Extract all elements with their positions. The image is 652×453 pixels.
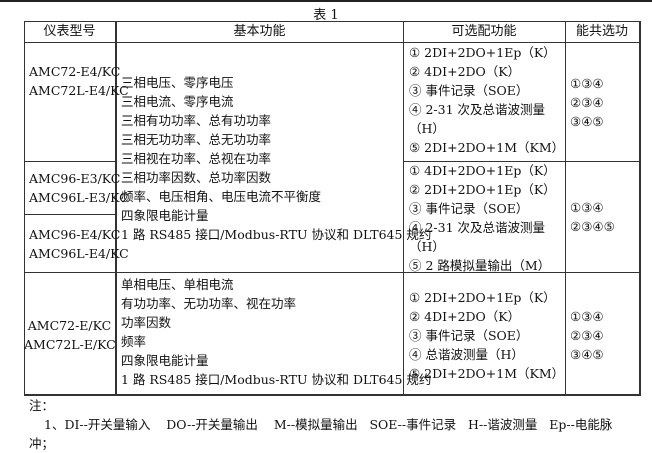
option-item: ② 4DI+2DO（K） [409,309,521,324]
top-rule [0,0,652,2]
header-combos: 能共选功 [575,24,628,39]
row-divider [24,161,115,162]
option-item: ③ 事件记录（SOE） [409,328,529,343]
option-item: ④ 2-31 次及总谐波测量 [409,102,546,117]
function-item: 三相无功功率、总无功功率 [121,132,272,147]
option-item: ④ 总谐波测量（H） [409,347,524,362]
combo-item: ③④⑤ [570,347,604,362]
option-item: ① 4DI+2DO+1Ep（K） [409,163,556,178]
table-border-top [24,21,640,22]
function-item: 有功功率、无功功率、视在功率 [121,296,297,311]
row-divider [24,214,115,215]
model-list: AMC96-E3/KC AMC96L-E3/KC [29,169,129,207]
basic-functions: 三相电压、零序电压 三相电流、零序电流 三相有功功率、总有功功率 三相无功功率、… [121,73,431,244]
model-name: AMC96-E3/KC [29,171,121,186]
model-name: AMC96L-E4/KC [29,246,129,261]
function-item: 三相电压、零序电压 [121,75,234,90]
optional-functions: ① 4DI+2DO+1Ep（K） ② 2DI+2DO+1Ep（K） ③ 事件记录… [409,161,556,275]
function-item: 1 路 RS485 接口/Modbus-RTU 协议和 DLT645 规约 [121,372,432,387]
header-optional: 可选配功能 [451,24,517,39]
combo-item: ②③④ [570,95,604,110]
col-divider [403,21,404,396]
combo-item: ②③④⑤ [570,219,615,234]
basic-functions: 单相电压、单相电流 有功功率、无功功率、视在功率 功率因数 频率 四象限电能计量… [121,275,431,389]
option-item: （H） [409,121,445,136]
function-item: 频率、电压相角、电压电流不平衡度 [121,189,322,204]
table-border-bottom [24,394,640,396]
function-item: 频率 [121,334,147,349]
optional-functions: ① 2DI+2DO+1Ep（K） ② 4DI+2DO（K） ③ 事件记录（SOE… [409,43,564,157]
function-item: 1 路 RS485 接口/Modbus-RTU 协议和 DLT645 规约 [121,227,432,242]
combo-item: ①③④ [570,309,604,324]
option-item: ⑤ 2DI+2DO+1M（KM） [409,366,565,381]
optional-functions: ① 2DI+2DO+1Ep（K） ② 4DI+2DO（K） ③ 事件记录（SOE… [409,288,564,383]
option-item: ② 2DI+2DO+1Ep（K） [409,182,556,197]
function-item: 四象限电能计量 [121,208,209,223]
combo-list: ①③④ ②③④ ③④⑤ [570,307,604,364]
notes-line: 冲； [29,436,55,451]
function-item: 单相电压、单相电流 [121,277,234,292]
header-model: 仪表型号 [43,24,96,39]
col-divider [565,21,566,396]
table-title: 表 1 [313,8,339,23]
model-list: AMC96-E4/KC AMC96L-E4/KC [29,225,129,263]
model-name: AMC72-E/KC [27,318,112,333]
function-item: 三相电流、零序电流 [121,94,234,109]
model-name: AMC72L-E/KC [24,337,116,352]
model-name: AMC96L-E3/KC [29,190,129,205]
header-divider [24,42,640,43]
combo-item: ②③④ [570,328,604,343]
option-item: ② 4DI+2DO（K） [409,64,521,79]
function-item: 三相有功功率、总有功功率 [121,113,272,128]
option-item: ③ 事件记录（SOE） [409,201,529,216]
row-divider [24,272,640,273]
combo-list: ①③④ ②③④ ③④⑤ [570,74,604,131]
model-name: AMC72L-E4/KC [29,83,129,98]
option-item: ③ 事件记录（SOE） [409,83,529,98]
option-item: ④ 2-31 次及总谐波测量 [409,220,546,235]
function-item: 功率因数 [121,315,172,330]
option-item: ⑤ 2 路模拟量输出（M） [409,258,551,273]
table-border-right [639,21,641,396]
combo-item: ①③④ [570,200,604,215]
notes-label: 注： [29,398,55,413]
row-divider [403,161,640,162]
notes-line: 1、DI--开关量输入 DO--开关量输出 M--模拟量输出 SOE--事件记录… [44,417,613,432]
option-item: ① 2DI+2DO+1Ep（K） [409,290,556,305]
combo-item: ①③④ [570,76,604,91]
table-border-left [24,21,25,396]
combo-list: ①③④ ②③④⑤ [570,198,615,236]
header-basic: 基本功能 [233,24,286,39]
function-item: 四象限电能计量 [121,353,209,368]
combo-item: ③④⑤ [570,114,604,129]
col-divider [115,21,117,396]
function-item: 三相功率因数、总功率因数 [121,170,272,185]
model-name: AMC72-E4/KC [29,64,121,79]
option-item: ① 2DI+2DO+1Ep（K） [409,45,556,60]
option-item: （H） [409,239,445,254]
option-item: ⑤ 2DI+2DO+1M（KM） [409,140,565,155]
model-list: AMC72-E/KC AMC72L-E/KC [24,316,116,354]
function-item: 三相视在功率、总视在功率 [121,151,272,166]
model-name: AMC96-E4/KC [29,227,121,242]
model-list: AMC72-E4/KC AMC72L-E4/KC [29,62,129,100]
